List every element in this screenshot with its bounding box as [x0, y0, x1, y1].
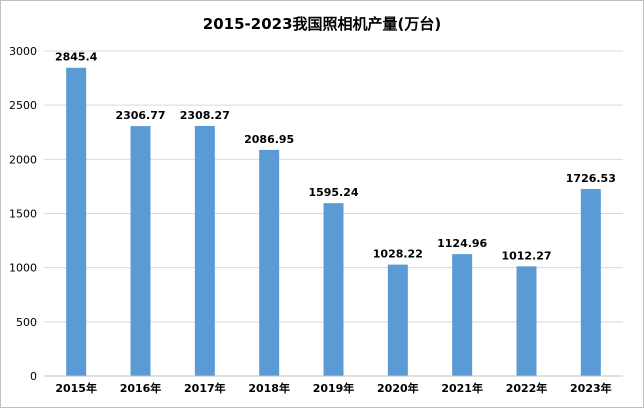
x-tick-label: 2021年: [441, 381, 483, 395]
y-tick-label: 2000: [9, 153, 37, 166]
data-label: 1012.27: [501, 249, 551, 262]
bar: [452, 254, 473, 376]
x-tick-label: 2015年: [55, 381, 97, 395]
data-label: 1595.24: [308, 186, 358, 199]
data-label: 2086.95: [244, 133, 294, 146]
bar: [194, 125, 215, 377]
bar: [130, 126, 151, 376]
bar: [580, 188, 601, 376]
x-tick-label: 2023年: [570, 381, 612, 395]
y-axis: 0 500 1000 1500 2000 2500 3000: [9, 45, 37, 383]
y-tick-label: 3000: [9, 45, 37, 58]
data-label: 2306.77: [115, 109, 165, 122]
y-tick-label: 500: [16, 316, 37, 329]
bar: [66, 67, 87, 376]
y-tick-label: 0: [30, 370, 37, 383]
y-tick-label: 1500: [9, 208, 37, 221]
y-tick-label: 1000: [9, 262, 37, 275]
data-label: 1726.53: [566, 172, 616, 185]
y-tick-label: 2500: [9, 99, 37, 112]
x-tick-label: 2019年: [313, 381, 355, 395]
data-labels: 2845.4 2306.77 2308.27 2086.95 1595.24 1028.2…: [55, 51, 616, 263]
data-label: 2308.27: [180, 109, 230, 122]
x-tick-label: 2017年: [184, 381, 226, 395]
bar: [323, 203, 344, 376]
x-axis: 2015年 2016年 2017年 2018年 2019年 2020年 2021年 2022年…: [44, 375, 623, 395]
x-tick-label: 2018年: [248, 381, 290, 395]
x-tick-label: 2016年: [120, 381, 162, 395]
chart-title: 2015-2023我国照相机产量(万台): [203, 15, 441, 33]
bar: [516, 266, 537, 376]
data-label: 2845.4: [55, 51, 98, 64]
x-tick-label: 2020年: [377, 381, 419, 395]
bars: [66, 67, 601, 377]
bar: [387, 264, 408, 376]
x-tick-label: 2022年: [506, 381, 548, 395]
data-label: 1124.96: [437, 237, 487, 250]
bar: [259, 149, 280, 376]
data-label: 1028.22: [373, 248, 423, 261]
